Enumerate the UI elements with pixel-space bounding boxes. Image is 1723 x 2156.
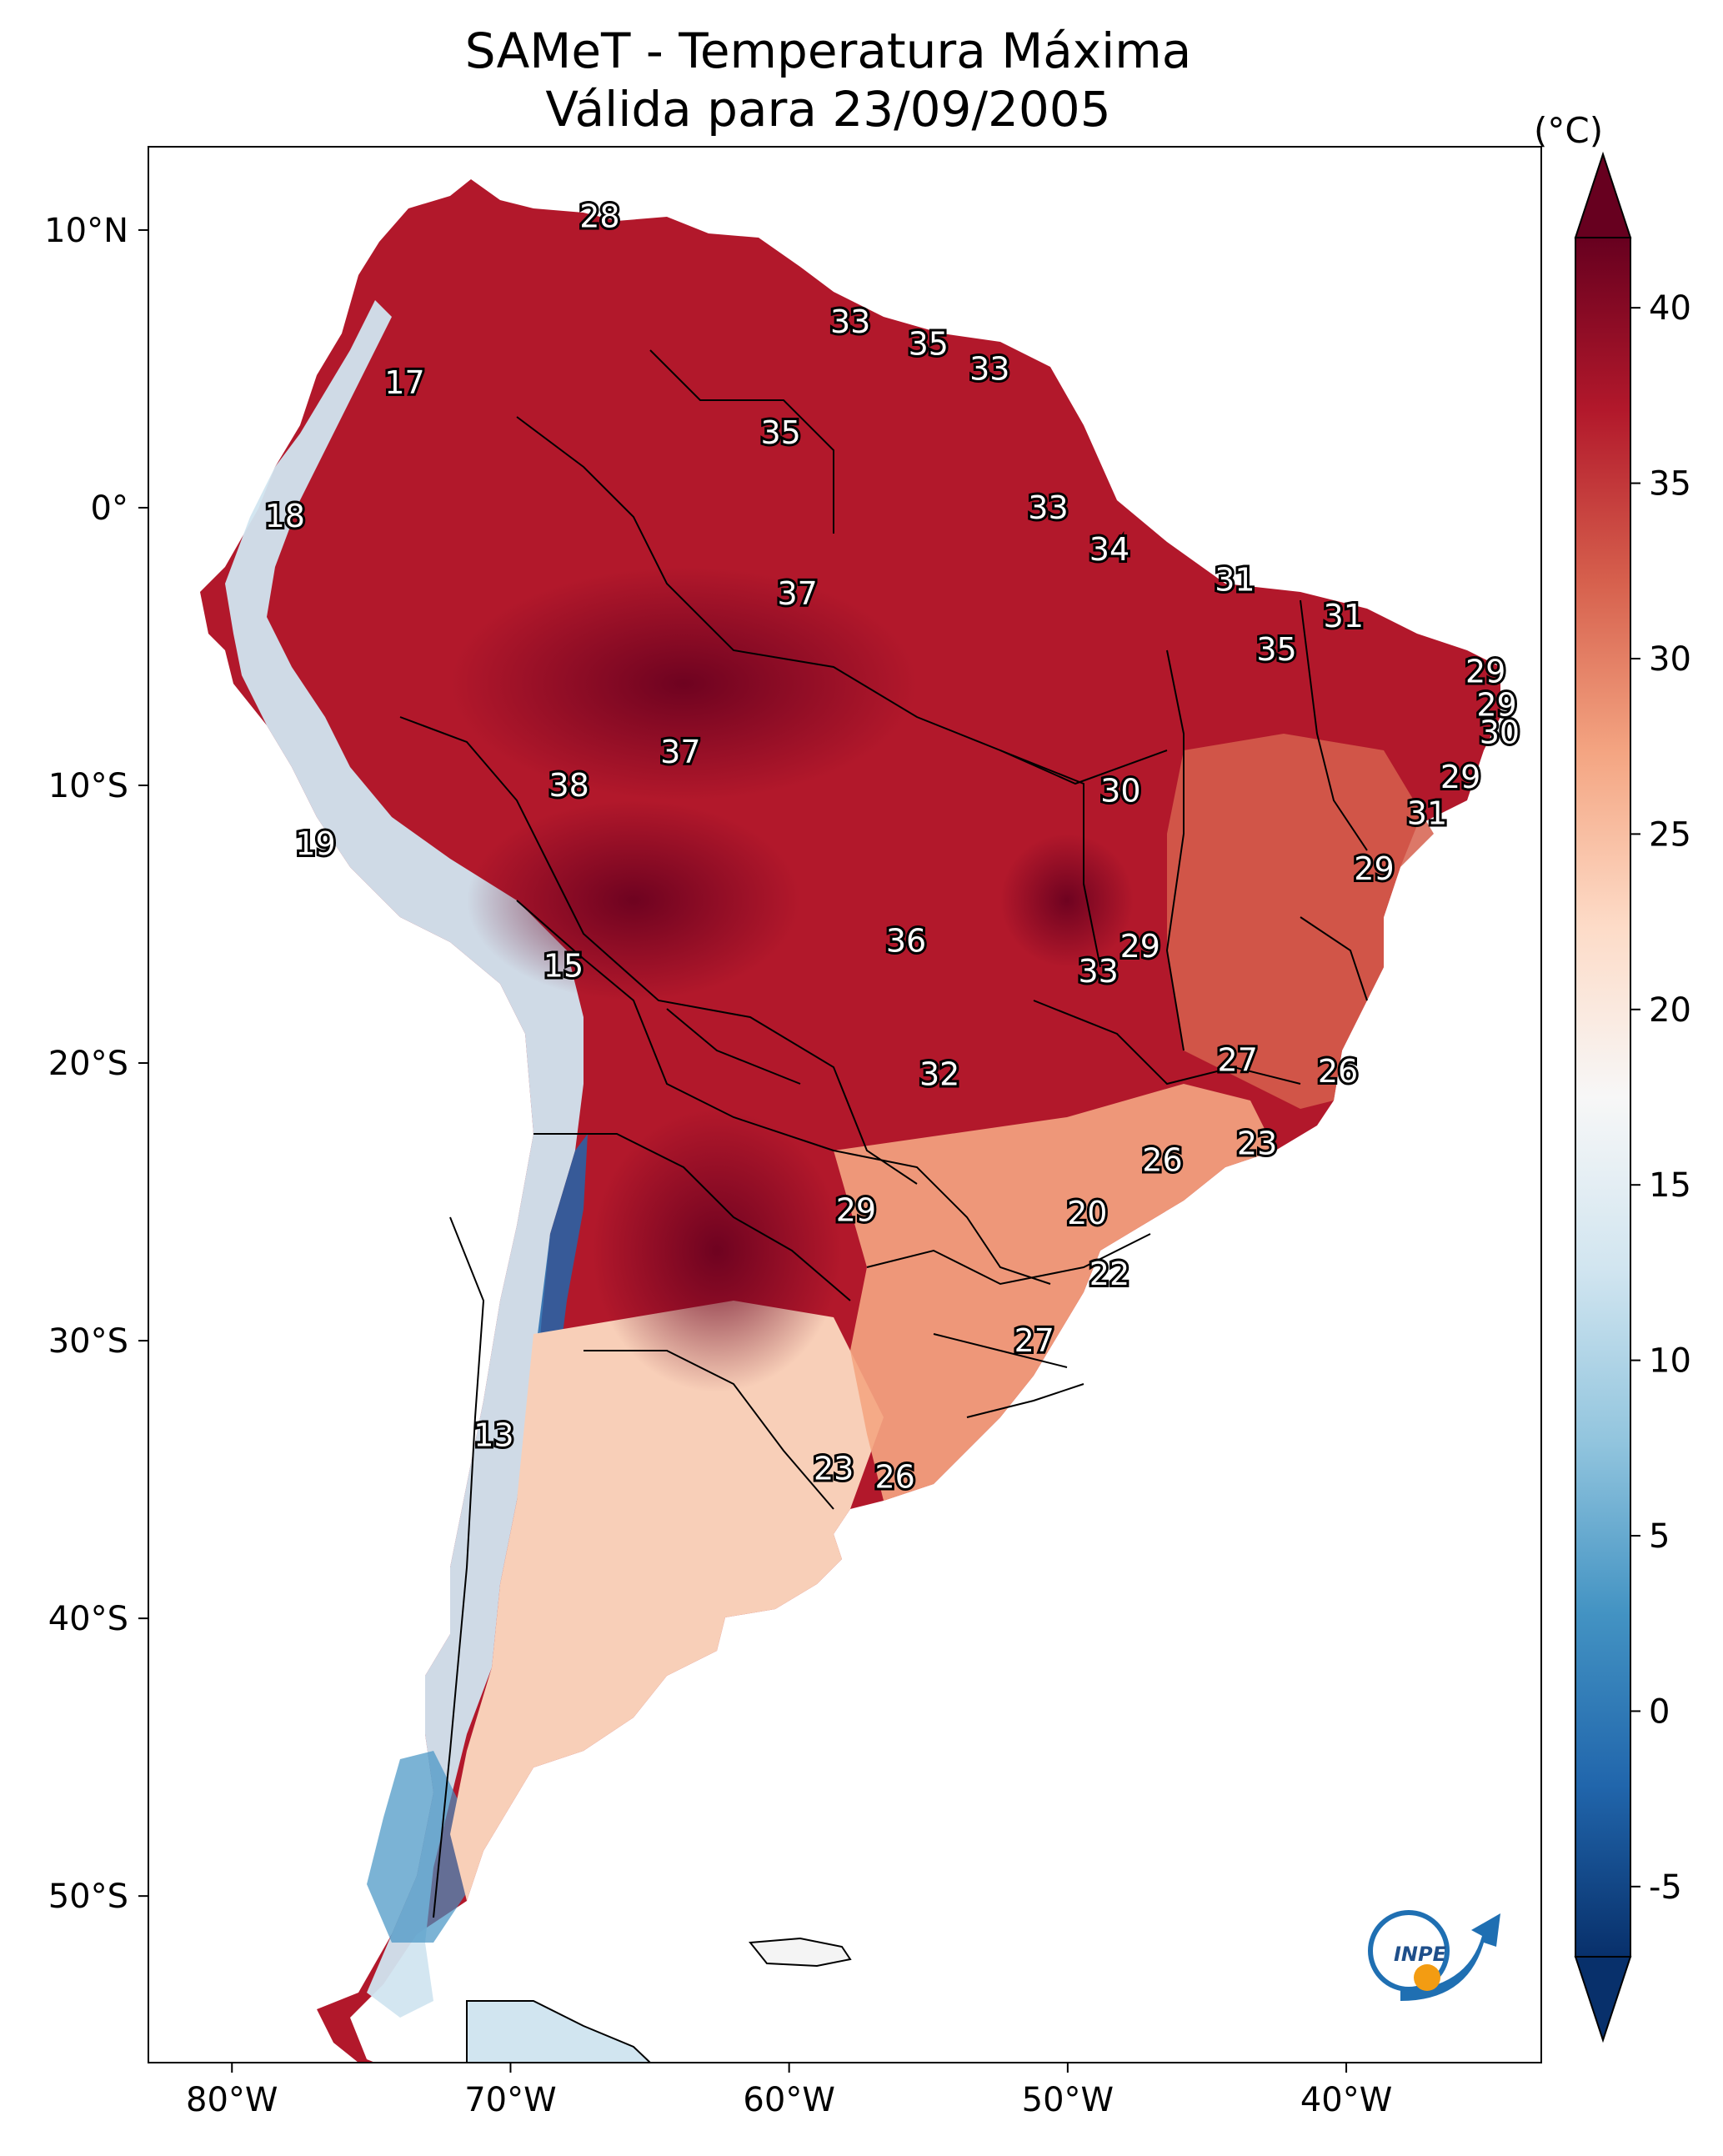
country-borders (399, 349, 1368, 1918)
station-value: 35 (760, 414, 800, 451)
lon-tick-label: 60°W (743, 2081, 834, 2119)
lon-tick-label: 40°W (1300, 2081, 1392, 2119)
longitude-ticks: 80°W 70°W 60°W 50°W 40°W (186, 2063, 1392, 2119)
colorbar-top-arrow (1574, 151, 1632, 238)
station-value: 32 (919, 1055, 959, 1092)
colorbar-unit: (°C) (1534, 110, 1604, 151)
northeast-brazil-warm (1167, 734, 1434, 1109)
station-value: 26 (874, 1458, 914, 1495)
colorbar-ticks: -5 0 5 10 15 20 25 30 35 40 (1630, 289, 1691, 1907)
lat-tick-label: 40°S (48, 1600, 128, 1638)
station-value: 29 (1440, 759, 1480, 795)
station-value: 33 (1078, 953, 1118, 990)
station-value: 23 (814, 1450, 854, 1487)
station-value: 27 (1218, 1042, 1258, 1079)
lat-tick-label: 0° (91, 489, 128, 528)
logo-text: INPE (1394, 1943, 1447, 1966)
colorbar-tick-label: 35 (1649, 465, 1691, 504)
station-value: 22 (1089, 1256, 1129, 1292)
lon-tick-label: 50°W (1022, 2081, 1114, 2119)
colorbar-gradient (1575, 237, 1631, 1958)
colorbar-tick-label: 25 (1649, 815, 1691, 854)
tierra-del-fuego (466, 2000, 652, 2063)
station-value: 20 (1067, 1195, 1107, 1231)
station-value: 23 (1237, 1126, 1277, 1162)
andes-cold-zone (225, 300, 584, 2018)
station-value: 35 (909, 325, 949, 362)
station-value: 13 (473, 1416, 513, 1453)
station-value: 33 (1028, 489, 1068, 526)
colorbar-tick-label: -5 (1649, 1868, 1682, 1907)
map-title: SAMeT - Temperatura Máxima (464, 23, 1192, 79)
station-value: 15 (543, 947, 584, 984)
lon-tick-label: 80°W (186, 2081, 278, 2119)
station-value: 35 (1256, 631, 1296, 668)
station-value: 37 (778, 575, 818, 612)
hot-core-amazon (450, 567, 917, 800)
station-value: 28 (579, 198, 619, 234)
logo-ring (1368, 1910, 1450, 1992)
station-value: 33 (969, 350, 1009, 387)
station-value: 17 (384, 364, 424, 401)
station-value: 29 (1476, 686, 1516, 723)
station-value: 19 (295, 825, 335, 862)
station-value: 38 (548, 767, 589, 804)
lat-tick-label: 20°S (48, 1045, 128, 1083)
colorbar-tick-label: 20 (1649, 991, 1691, 1030)
patagonia-blue (367, 1751, 467, 1943)
inpe-logo: INPE (1368, 1910, 1500, 2001)
latitude-ticks: 10°N 0° 10°S 20°S 30°S 40°S 50°S (44, 212, 148, 1916)
station-value: 27 (1014, 1322, 1054, 1359)
hot-core-chaco (592, 1109, 842, 1392)
colorbar-tick-label: 15 (1649, 1166, 1691, 1205)
station-value: 26 (1142, 1142, 1182, 1179)
station-value: 30 (1100, 773, 1140, 810)
colorbar-tick-label: 40 (1649, 289, 1691, 328)
lat-tick-label: 50°S (48, 1878, 128, 1916)
colorbar-tick-label: 30 (1649, 640, 1691, 679)
hot-core-bolivia (467, 800, 800, 1000)
station-value: 26 (1318, 1053, 1358, 1090)
station-value: 30 (1480, 714, 1520, 751)
station-value: 34 (1089, 531, 1129, 568)
station-value: 29 (1465, 653, 1505, 689)
station-value: 29 (1354, 850, 1394, 887)
colorbar-bottom-arrow (1574, 1956, 1632, 2043)
map-frame (148, 146, 1542, 2063)
station-value: 31 (1215, 562, 1255, 599)
lon-tick-label: 70°W (464, 2081, 556, 2119)
station-value: 37 (660, 734, 700, 770)
station-value: 31 (1407, 795, 1447, 831)
colorbar-tick-label: 0 (1649, 1692, 1670, 1731)
colorbar-tick-label: 5 (1649, 1517, 1670, 1556)
colorbar: -5 0 5 10 15 20 25 30 35 40 (1574, 151, 1691, 2043)
lat-tick-label: 10°S (48, 767, 128, 805)
map-subtitle: Válida para 23/09/2005 (545, 81, 1111, 138)
lat-tick-label: 10°N (44, 212, 128, 250)
logo-arrow (1400, 1913, 1500, 2001)
station-value: 31 (1324, 598, 1364, 634)
station-value: 18 (265, 498, 305, 534)
station-value: 29 (1120, 928, 1160, 965)
southern-cone-light (450, 1301, 884, 1901)
hot-core-goias (1000, 834, 1134, 967)
lat-tick-label: 30°S (48, 1322, 128, 1361)
logo-orb (1414, 1964, 1440, 1991)
falklands (749, 1937, 852, 1968)
colorbar-tick-label: 10 (1649, 1342, 1691, 1381)
temperature-field (200, 179, 1500, 2063)
station-value: 29 (836, 1192, 876, 1229)
station-value: 36 (886, 923, 926, 960)
southeast-brazil-light (834, 1084, 1275, 1501)
station-value: 33 (830, 303, 870, 340)
